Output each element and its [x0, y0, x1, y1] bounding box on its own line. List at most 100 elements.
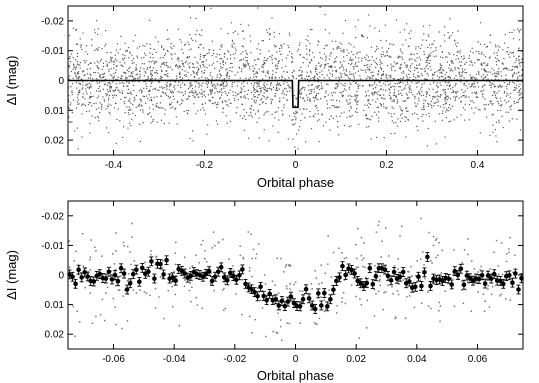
- top-scatter-point: [339, 78, 341, 80]
- top-scatter-point: [220, 65, 222, 68]
- top-scatter-point: [208, 79, 210, 81]
- top-scatter-point: [85, 91, 87, 93]
- top-scatter-point: [166, 82, 168, 84]
- top-scatter-point: [409, 87, 411, 89]
- top-scatter-point: [398, 90, 400, 92]
- top-scatter-point: [256, 86, 258, 88]
- top-scatter-point: [293, 112, 295, 114]
- bottom-scatter-point: [432, 235, 435, 238]
- top-scatter-point: [497, 71, 499, 73]
- top-scatter-point: [328, 58, 330, 60]
- top-scatter-point: [261, 64, 263, 66]
- top-scatter-point: [195, 72, 198, 74]
- top-scatter-point: [514, 66, 516, 68]
- bottom-scatter-point: [323, 299, 326, 301]
- top-scatter-point: [351, 114, 353, 117]
- top-scatter-point: [147, 90, 150, 92]
- top-scatter-point: [435, 55, 437, 57]
- top-scatter-point: [101, 77, 103, 79]
- top-scatter-point: [255, 75, 257, 78]
- top-scatter-point: [249, 68, 251, 70]
- top-scatter-point: [517, 80, 519, 82]
- top-scatter-point: [74, 130, 76, 132]
- bottom-scatter-point: [130, 263, 132, 266]
- top-scatter-point: [253, 96, 255, 98]
- top-scatter-point: [120, 64, 122, 66]
- top-scatter-point: [493, 91, 495, 93]
- top-scatter-point: [427, 68, 429, 70]
- top-x-tick-label: 0.2: [380, 160, 394, 171]
- top-scatter-point: [376, 98, 378, 100]
- top-scatter-point: [386, 107, 388, 109]
- top-scatter-point: [499, 85, 501, 87]
- top-scatter-point: [309, 49, 311, 51]
- top-scatter-point: [148, 61, 150, 63]
- top-scatter-point: [435, 71, 437, 73]
- top-scatter-point: [101, 73, 103, 75]
- top-scatter-point: [359, 84, 361, 86]
- bottom-scatter-point: [318, 283, 320, 285]
- top-scatter-point: [327, 94, 329, 96]
- top-scatter-point: [349, 99, 351, 101]
- top-scatter-point: [105, 108, 107, 110]
- top-scatter-point: [404, 120, 406, 122]
- top-scatter-point: [510, 108, 512, 111]
- top-scatter-point: [255, 64, 257, 66]
- top-scatter-point: [389, 86, 392, 88]
- top-scatter-point: [243, 96, 245, 98]
- top-scatter-point: [222, 64, 225, 66]
- top-scatter-point: [348, 86, 350, 88]
- bottom-scatter-point: [139, 289, 141, 291]
- top-scatter-point: [274, 117, 276, 119]
- bottom-scatter-point: [421, 302, 423, 305]
- top-scatter-point: [237, 99, 239, 101]
- top-scatter-point: [400, 78, 402, 80]
- top-scatter-point: [189, 86, 191, 88]
- top-scatter-point: [254, 113, 257, 115]
- top-scatter-point: [203, 90, 206, 92]
- top-scatter-point: [127, 112, 129, 114]
- top-scatter-point: [445, 111, 447, 113]
- bottom-scatter-point: [224, 307, 227, 310]
- top-scatter-point: [313, 88, 315, 90]
- top-scatter-point: [368, 99, 370, 101]
- top-scatter-point: [423, 33, 425, 35]
- top-scatter-point: [194, 90, 196, 92]
- top-scatter-point: [69, 104, 71, 106]
- top-scatter-point: [334, 106, 336, 108]
- bottom-scatter-point: [132, 289, 135, 291]
- top-scatter-point: [260, 91, 262, 93]
- top-scatter-point: [184, 62, 186, 64]
- top-scatter-point: [448, 37, 451, 39]
- top-scatter-point: [374, 27, 376, 29]
- top-scatter-point: [156, 89, 158, 91]
- bottom-scatter-point: [279, 319, 282, 321]
- top-scatter-point: [214, 84, 216, 86]
- top-scatter-point: [343, 51, 345, 53]
- top-scatter-point: [418, 92, 420, 94]
- top-scatter-point: [321, 70, 323, 72]
- top-scatter-point: [195, 33, 197, 36]
- top-scatter-point: [410, 30, 412, 32]
- top-scatter-point: [150, 96, 152, 98]
- top-scatter-point: [181, 48, 183, 50]
- top-scatter-point: [78, 76, 81, 78]
- top-scatter-point: [165, 92, 167, 94]
- top-scatter-point: [479, 132, 481, 134]
- bottom-scatter-point: [106, 286, 109, 289]
- top-raw-scatter: [67, 6, 524, 150]
- top-scatter-point: [517, 77, 519, 80]
- top-scatter-point: [429, 83, 431, 85]
- top-scatter-point: [389, 77, 391, 79]
- top-scatter-point: [452, 32, 454, 34]
- bottom-scatter-point: [500, 242, 503, 244]
- top-scatter-point: [140, 109, 142, 111]
- top-scatter-point: [312, 115, 314, 117]
- top-scatter-point: [93, 103, 95, 105]
- top-scatter-point: [391, 65, 393, 67]
- top-scatter-point: [211, 96, 213, 98]
- top-scatter-point: [258, 117, 260, 119]
- top-scatter-point: [398, 57, 400, 59]
- top-scatter-point: [313, 100, 316, 102]
- top-scatter-point: [507, 83, 509, 85]
